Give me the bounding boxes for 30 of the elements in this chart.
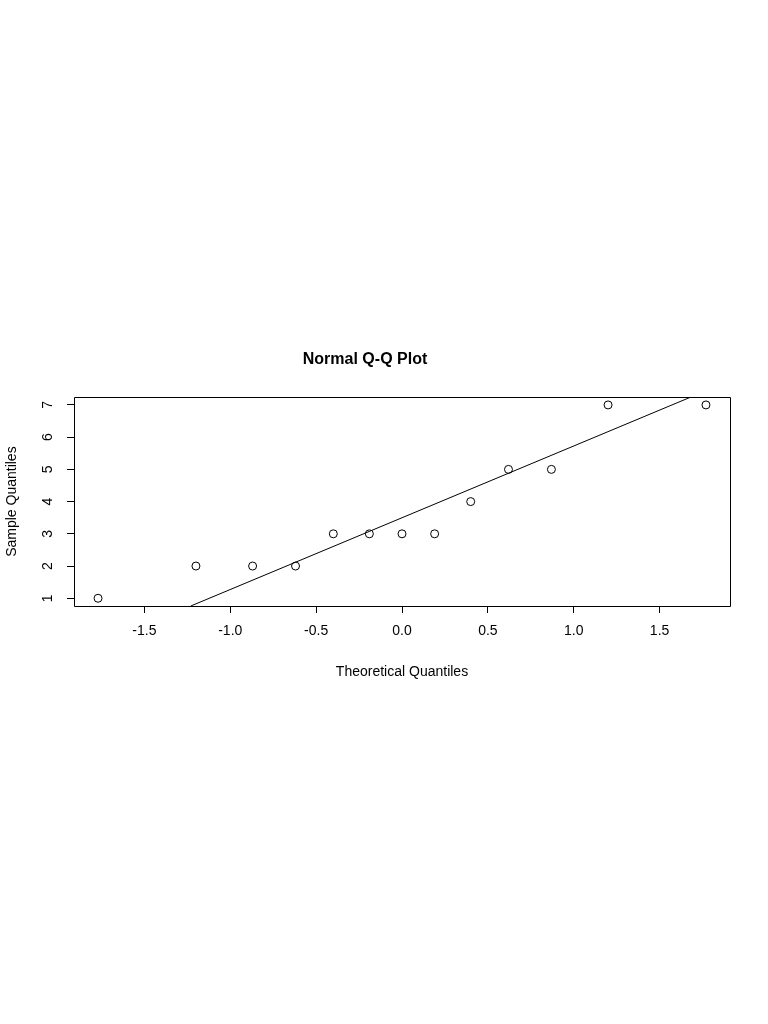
x-tick-label: -1.0 xyxy=(218,622,243,639)
y-tick-label: 7 xyxy=(38,400,55,409)
point xyxy=(191,561,201,571)
y-tick-label: 3 xyxy=(38,529,55,538)
point xyxy=(248,561,258,571)
point xyxy=(93,593,103,603)
point xyxy=(430,529,440,539)
y-tick-label: 6 xyxy=(38,433,55,442)
y-tick-label: 5 xyxy=(38,465,55,474)
y-tick-label: 2 xyxy=(38,561,55,570)
x-tick-label: -0.5 xyxy=(304,622,329,639)
point xyxy=(328,529,338,539)
y-tick-label: 4 xyxy=(38,497,55,506)
y-tick-label: 1 xyxy=(38,594,55,603)
point xyxy=(603,400,613,410)
x-tick-label: 1.5 xyxy=(649,622,670,639)
chart-title: Normal Q-Q Plot xyxy=(302,350,428,368)
x-tick-label: 0.5 xyxy=(478,622,498,639)
x-tick-label: 1.0 xyxy=(563,622,584,639)
x-tick-label: -1.5 xyxy=(132,622,157,639)
y-axis-title: Sample Quantiles xyxy=(3,446,20,557)
point xyxy=(397,529,407,539)
point xyxy=(701,400,711,410)
point xyxy=(364,529,374,539)
x-tick-label: 0.0 xyxy=(392,622,412,639)
point xyxy=(466,497,476,507)
x-axis-title: Theoretical Quantiles xyxy=(335,663,469,680)
point xyxy=(291,561,301,571)
point xyxy=(546,464,556,474)
point xyxy=(503,464,513,474)
